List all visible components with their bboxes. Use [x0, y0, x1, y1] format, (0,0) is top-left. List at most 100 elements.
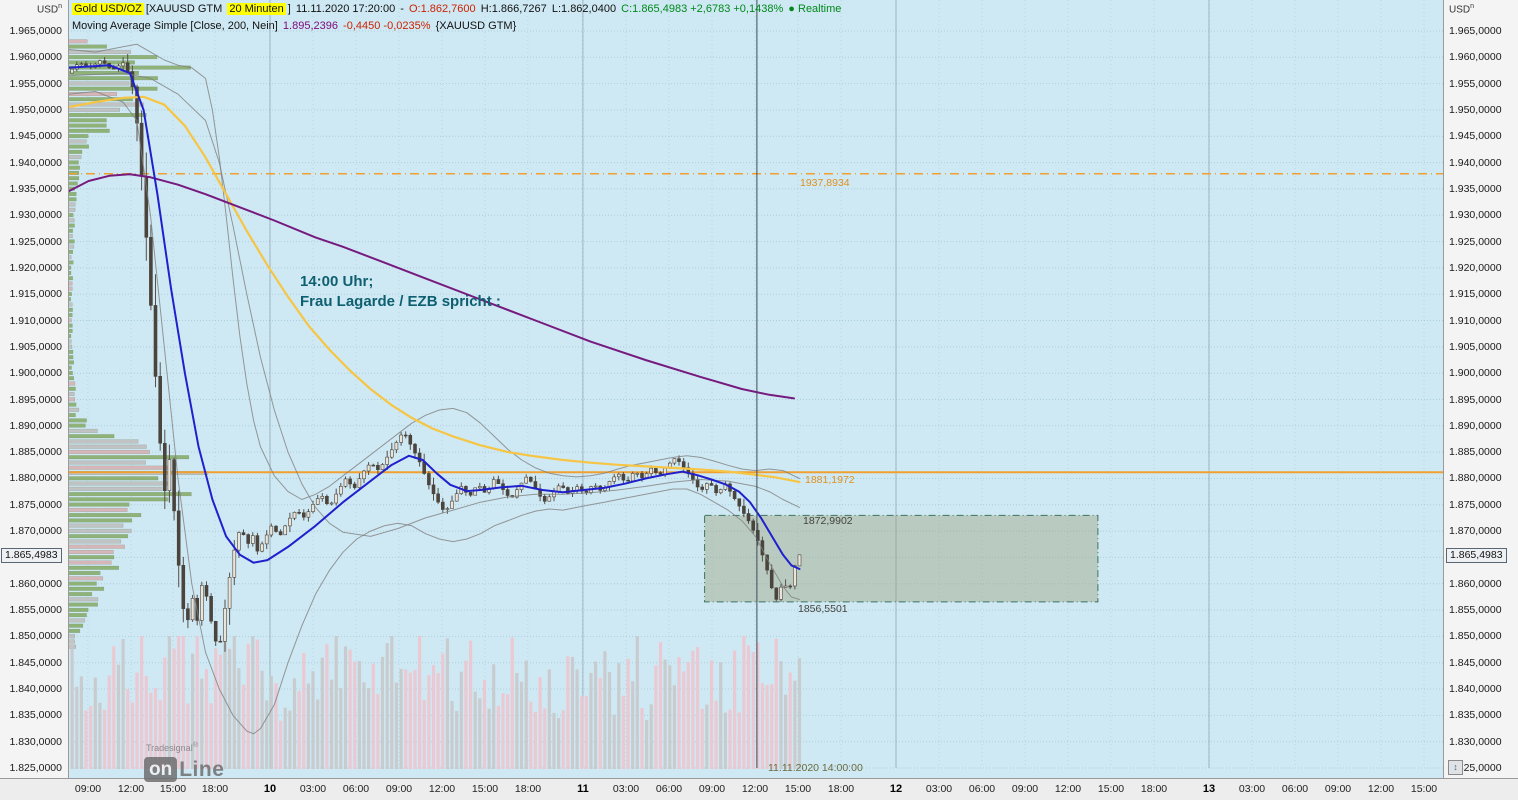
header-separator: -	[400, 3, 404, 15]
price-tick-label: 1.955,0000	[9, 78, 62, 90]
price-tick-label: 1.950,0000	[9, 104, 62, 116]
price-tick-label: 1.825,0000	[9, 762, 62, 774]
bollinger-lower-line	[68, 91, 800, 735]
time-tick-label: 18:00	[827, 783, 855, 795]
time-axis-day-label: 12	[889, 783, 903, 795]
chart-annotation[interactable]: 14:00 Uhr; Frau Lagarde / EZB spricht :	[300, 272, 501, 312]
high-value: H:1.866,7267	[480, 3, 547, 15]
axis-unit-right: USDn	[1449, 3, 1475, 16]
blue-ma-line	[68, 64, 801, 570]
purple-ma-line	[68, 173, 795, 400]
price-tick-label: 1.915,0000	[9, 288, 62, 300]
symbol-label[interactable]: Gold USD/OZ	[72, 3, 144, 15]
price-tick-label: 1.920,0000	[1449, 262, 1502, 274]
context-pre-label: [XAUUSD GTM	[145, 3, 223, 15]
time-axis-day-label: 10	[263, 783, 277, 795]
indicator-change: -0,4450 -0,0235%	[343, 20, 431, 32]
price-tick-label: 1.830,0000	[9, 736, 62, 748]
price-tick-label: 1.950,0000	[1449, 104, 1502, 116]
time-tick-label: 06:00	[968, 783, 996, 795]
grid-layer	[68, 0, 1443, 769]
price-tick-label: 1.870,0000	[9, 525, 62, 537]
price-tick-label: 1.840,0000	[9, 683, 62, 695]
gray-ma-line	[68, 72, 800, 537]
time-tick-label: 09:00	[74, 783, 102, 795]
price-tick-label: 1.850,0000	[9, 630, 62, 642]
price-tick-label: 1.960,0000	[9, 51, 62, 63]
price-tick-label: 1.870,0000	[1449, 525, 1502, 537]
price-tick-label: 1.930,0000	[1449, 209, 1502, 221]
time-tick-label: 15:00	[1097, 783, 1125, 795]
time-tick-label: 12:00	[741, 783, 769, 795]
price-tick-label: 1.845,0000	[9, 657, 62, 669]
time-tick-label: 18:00	[514, 783, 542, 795]
price-tick-label: 1.920,0000	[9, 262, 62, 274]
time-axis[interactable]: 09:00 12:00 15:00 18:00 10 03:00 06:00 09:00 12:…	[0, 778, 1518, 800]
price-tick-label: 1.910,0000	[9, 315, 62, 327]
close-value: C:1.865,4983 +2,6783 +0,1438%	[621, 3, 784, 15]
annotation-line2: Frau Lagarde / EZB spricht :	[300, 293, 501, 310]
price-tick-label: 1.900,0000	[1449, 367, 1502, 379]
candles-layer	[70, 54, 802, 652]
zone-box-layer[interactable]	[704, 514, 1099, 603]
time-tick-label: 12:00	[1367, 783, 1395, 795]
price-tick-label: 1.880,0000	[9, 472, 62, 484]
price-tick-label: 1.905,0000	[9, 341, 62, 353]
indicator-lines-layer	[68, 43, 801, 735]
annotation-line1: 14:00 Uhr;	[300, 273, 374, 290]
price-tick-label: 1.965,0000	[9, 25, 62, 37]
time-tick-label: 18:00	[1140, 783, 1168, 795]
logo-block-on: on	[144, 757, 178, 782]
price-tick-label: 1.875,0000	[1449, 499, 1502, 511]
chart-plot-area[interactable]: Gold USD/OZ [XAUUSD GTM 20 Minuten] 11.11…	[68, 0, 1443, 782]
low-value: L:1.862,0400	[551, 3, 617, 15]
timeframe-label[interactable]: 20 Minuten	[227, 3, 286, 15]
time-tick-label: 06:00	[655, 783, 683, 795]
price-tick-label: 1.940,0000	[1449, 157, 1502, 169]
axis-scale-icon[interactable]: ↕	[1448, 760, 1463, 775]
left-price-axis[interactable]: USDn 1.825,0000 1.830,0000 1.835,0000 1.840…	[0, 0, 69, 778]
price-tick-label: 1.955,0000	[1449, 78, 1502, 90]
price-tick-label: 1.855,0000	[9, 604, 62, 616]
time-tick-label: 09:00	[698, 783, 726, 795]
price-tick-label: 1.860,0000	[9, 578, 62, 590]
price-tick-label: 1.890,0000	[1449, 420, 1502, 432]
price-tick-label: 1.945,0000	[1449, 130, 1502, 142]
consolidation-zone-box[interactable]	[704, 514, 1099, 603]
logo-block-line: Line	[179, 757, 225, 781]
zone-top-label[interactable]: 1872,9902	[803, 515, 853, 527]
price-tick-label: 1.925,0000	[9, 236, 62, 248]
price-tick-label: 1.945,0000	[9, 130, 62, 142]
time-axis-day-label: 13	[1202, 783, 1216, 795]
price-tick-label: 1.935,0000	[1449, 183, 1502, 195]
time-tick-label: 09:00	[385, 783, 413, 795]
price-tick-label: 1.885,0000	[1449, 446, 1502, 458]
zone-bottom-label[interactable]: 1856,5501	[798, 603, 848, 615]
tradesignal-logo: Tradesignal® on Line	[144, 738, 224, 782]
hline-1937-label[interactable]: 1937,8934	[800, 177, 850, 189]
realtime-badge: ● Realtime	[788, 3, 842, 15]
indicator-symbol: {XAUUSD GTM}	[435, 20, 517, 32]
price-tick-label: 1.905,0000	[1449, 341, 1502, 353]
indicator-name[interactable]: Moving Average Simple [Close, 200, Nein]	[72, 20, 278, 32]
price-tick-label: 1.900,0000	[9, 367, 62, 379]
yellow-ma-line	[68, 95, 801, 484]
price-tick-label: 1.880,0000	[1449, 472, 1502, 484]
time-tick-label: 12:00	[117, 783, 145, 795]
horizontal-levels-layer[interactable]	[68, 172, 1443, 474]
price-tick-label: 1.895,0000	[1449, 394, 1502, 406]
last-price-tag-right: 1.865,4983	[1446, 548, 1507, 563]
price-tick-label: 1.930,0000	[9, 209, 62, 221]
right-price-axis[interactable]: USDn 1.825,0000 1.830,0000 1.835,0000 1.840…	[1443, 0, 1518, 778]
time-axis-day-label: 11	[577, 783, 589, 795]
hline-1881-label[interactable]: 1881,1972	[805, 474, 855, 486]
time-tick-label: 06:00	[1281, 783, 1309, 795]
price-tick-label: 1.890,0000	[9, 420, 62, 432]
price-tick-label: 1.850,0000	[1449, 630, 1502, 642]
price-tick-label: 1.935,0000	[9, 183, 62, 195]
time-tick-label: 03:00	[925, 783, 953, 795]
time-tick-label: 03:00	[1238, 783, 1266, 795]
time-tick-label: 03:00	[612, 783, 640, 795]
last-price-tag-left: 1.865,4983	[1, 548, 62, 563]
chart-canvas[interactable]	[68, 0, 1443, 778]
